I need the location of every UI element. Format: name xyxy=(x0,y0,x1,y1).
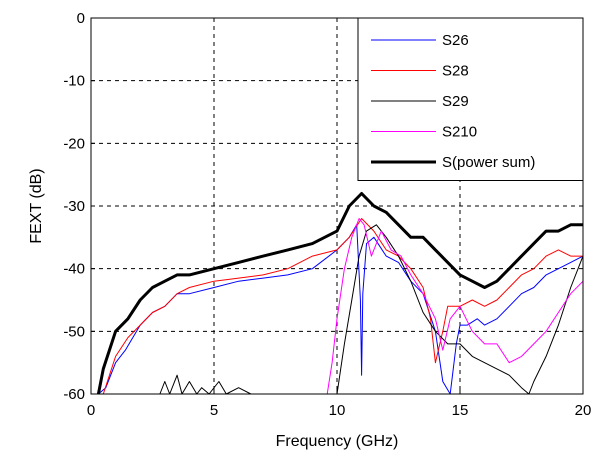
tick-labels: 0 5 10 15 20 0 -10 -20 -30 -40 -50 -60 xyxy=(63,10,591,419)
legend-box xyxy=(357,17,584,181)
legend-entry-3: S210 xyxy=(442,124,477,141)
legend-entry-2: S29 xyxy=(442,93,469,110)
x-tick-label: 0 xyxy=(87,402,95,419)
y-tick-label: -10 xyxy=(63,73,85,90)
legend-entry-0: S26 xyxy=(442,32,469,49)
legend-entry-1: S28 xyxy=(442,63,469,80)
series-line-4 xyxy=(96,192,583,395)
y-tick-label: -40 xyxy=(63,261,85,278)
x-tick-label: 5 xyxy=(210,402,218,419)
series-line-2 xyxy=(159,224,584,395)
legend-entry-4: S(power sum) xyxy=(442,154,535,171)
x-axis-label: Frequency (GHz) xyxy=(276,433,399,450)
y-tick-label: -60 xyxy=(63,386,85,403)
series-line-1 xyxy=(102,218,583,395)
y-axis-label: FEXT (dB) xyxy=(28,168,45,243)
y-tick-label: -20 xyxy=(63,135,85,152)
y-tick-label: -50 xyxy=(63,323,85,340)
x-tick-label: 10 xyxy=(329,402,346,419)
x-tick-label: 15 xyxy=(452,402,469,419)
y-tick-label: 0 xyxy=(77,10,85,27)
legend: S26 S28 S29 S210 S(power sum) xyxy=(357,17,584,181)
series-line-3 xyxy=(326,218,584,395)
x-tick-label: 20 xyxy=(575,402,592,419)
series-layer xyxy=(96,192,584,395)
y-tick-label: -30 xyxy=(63,198,85,215)
